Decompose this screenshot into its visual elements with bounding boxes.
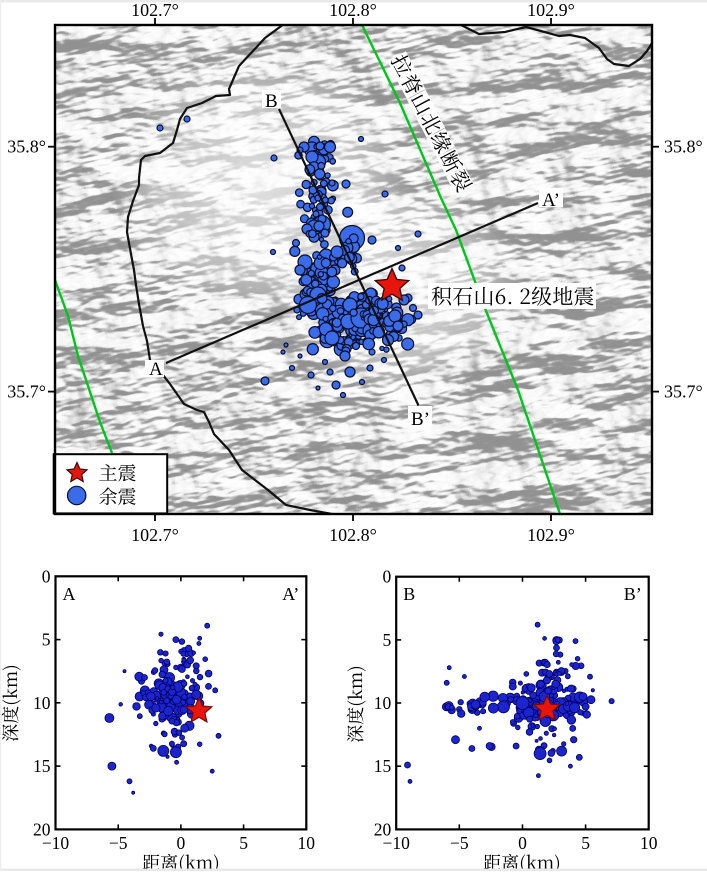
svg-text:35.7°: 35.7° <box>664 382 703 402</box>
svg-text:B: B <box>403 584 415 604</box>
svg-text:−10: −10 <box>383 833 411 853</box>
svg-text:102.8°: 102.8° <box>329 525 377 545</box>
svg-text:B’: B’ <box>411 409 430 430</box>
svg-text:10: 10 <box>640 833 658 853</box>
svg-text:5: 5 <box>382 630 391 650</box>
svg-text:102.9°: 102.9° <box>527 525 575 545</box>
svg-text:35.7°: 35.7° <box>7 382 46 402</box>
svg-text:102.8°: 102.8° <box>329 0 377 20</box>
svg-text:102.9°: 102.9° <box>527 0 575 20</box>
svg-text:20: 20 <box>374 819 392 839</box>
svg-text:−5: −5 <box>450 833 469 853</box>
svg-text:0: 0 <box>42 566 51 586</box>
svg-text:0: 0 <box>177 833 186 853</box>
svg-text:15: 15 <box>33 756 51 776</box>
svg-text:10: 10 <box>33 693 51 713</box>
svg-text:102.7°: 102.7° <box>131 0 179 20</box>
svg-text:0: 0 <box>518 833 527 853</box>
svg-text:−10: −10 <box>42 833 70 853</box>
svg-text:5: 5 <box>581 833 590 853</box>
svg-text:5: 5 <box>239 833 248 853</box>
svg-text:−5: −5 <box>109 833 128 853</box>
svg-text:10: 10 <box>374 693 392 713</box>
svg-text:5: 5 <box>42 630 51 650</box>
svg-text:35.8°: 35.8° <box>7 137 46 157</box>
svg-text:10: 10 <box>298 833 316 853</box>
svg-text:A: A <box>149 359 163 380</box>
svg-text:102.7°: 102.7° <box>131 525 179 545</box>
svg-text:A’: A’ <box>282 584 299 604</box>
svg-text:15: 15 <box>374 756 392 776</box>
svg-text:B: B <box>265 91 278 112</box>
svg-text:A: A <box>63 584 76 604</box>
svg-text:20: 20 <box>33 819 51 839</box>
svg-text:0: 0 <box>382 567 391 587</box>
svg-text:35.8°: 35.8° <box>664 137 703 157</box>
svg-text:A’: A’ <box>542 190 560 211</box>
svg-text:B’: B’ <box>624 584 642 604</box>
